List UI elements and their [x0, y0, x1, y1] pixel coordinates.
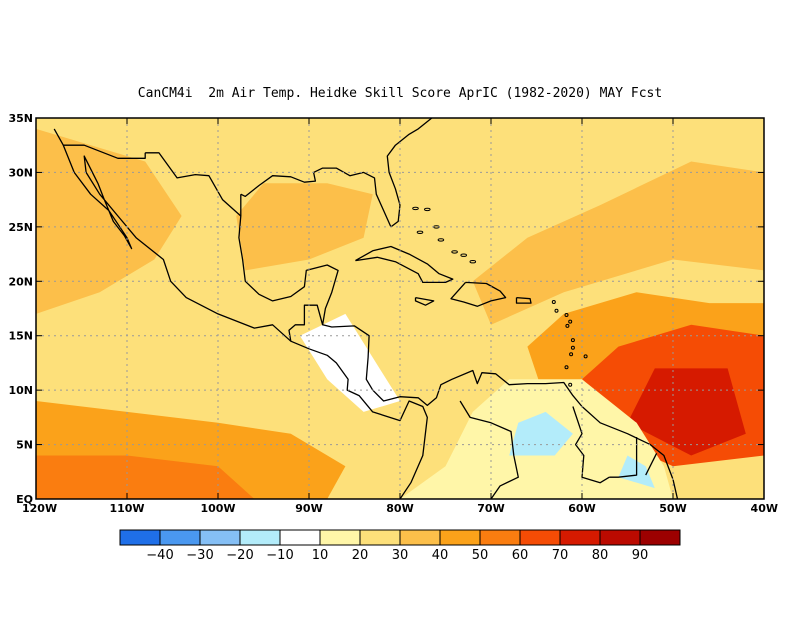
colorbar-swatch [479, 529, 521, 546]
venezuela-guyana-border [572, 406, 610, 484]
lon-label: 110W [109, 502, 144, 515]
bahamas-island-3 [451, 250, 458, 254]
lon-label: 60W [568, 502, 595, 515]
colorbar-label: 40 [432, 548, 449, 563]
lat-label: EQ [16, 493, 33, 506]
coastlines [53, 118, 679, 499]
island-1 [568, 319, 573, 324]
shade-venezuela [509, 411, 573, 456]
colorbar-swatch [359, 529, 401, 546]
colorbar-label: 60 [512, 548, 529, 563]
shade-mexico-pacific [36, 128, 182, 314]
island-10 [568, 382, 573, 387]
lat-label: 30N [8, 166, 33, 179]
jamaica [414, 296, 435, 306]
shade-central-america [299, 313, 400, 412]
shade-subtropical-atlantic [472, 161, 764, 325]
lon-label: 70W [477, 502, 504, 515]
colorbar-swatch [159, 529, 201, 546]
lon-label: 40W [751, 502, 778, 515]
colorbar-label: 20 [352, 548, 369, 563]
colorbar-label: 10 [312, 548, 329, 563]
cuba [355, 245, 454, 284]
lat-label: 20N [8, 275, 33, 288]
colorbar-label: 90 [632, 548, 649, 563]
colorbar-label: 50 [472, 548, 489, 563]
colorbar-label: −20 [226, 548, 253, 563]
bahamas-island-0 [416, 230, 424, 235]
colorbar-swatch [199, 529, 241, 546]
island-9 [551, 300, 556, 304]
pacific-coastline [53, 128, 428, 499]
colorbar-swatch [639, 529, 681, 546]
island-3 [570, 338, 575, 343]
lon-label: 90W [295, 502, 322, 515]
colorbar-swatch [519, 529, 561, 546]
island-5 [569, 352, 574, 357]
bahamas-island-2 [437, 238, 445, 242]
island-4 [570, 345, 575, 350]
bahamas-island-4 [460, 253, 468, 257]
colorbar-swatch [239, 529, 281, 546]
lat-label: 10N [8, 384, 33, 397]
lat-label: 35N [8, 112, 33, 125]
bahamas-island-7 [412, 206, 419, 211]
colorbar-label: −30 [186, 548, 213, 563]
lon-label: 80W [386, 502, 413, 515]
lon-label: 50W [659, 502, 686, 515]
colorbar-swatch [119, 529, 161, 546]
shade-gulf [236, 183, 373, 271]
us-mexico-border-west [63, 144, 146, 159]
guatemala-border [288, 304, 324, 342]
colorbar-swatch [279, 529, 321, 546]
colorbar-label: −10 [266, 548, 293, 563]
suriname-border [609, 437, 638, 478]
colorbar-swatch [439, 529, 481, 546]
colorbar-label: 70 [552, 548, 569, 563]
lat-label: 15N [8, 330, 33, 343]
island-6 [564, 365, 569, 370]
bahamas-island-5 [469, 260, 477, 264]
florida-east-coast [386, 118, 433, 228]
colorbar-label: −40 [146, 548, 173, 563]
colorbar: −40 −30 −20 −10 10 20 30 40 50 60 70 80 90 [119, 529, 681, 563]
guiana-border [645, 453, 658, 476]
skill-score-field [36, 118, 764, 499]
island-7 [583, 354, 588, 359]
colorbar-swatch [399, 529, 441, 546]
us-mexico-border [145, 152, 242, 217]
island-0 [565, 323, 570, 328]
gulf-north-coast [240, 167, 392, 228]
lat-label: 25N [8, 221, 33, 234]
caribbean-coastline [238, 194, 679, 499]
lon-label: 100W [200, 502, 235, 515]
bahamas-island-6 [424, 207, 431, 212]
grid-lines [36, 118, 764, 499]
shade-east-pacific-core [36, 455, 255, 499]
colorbar-swatch [559, 529, 601, 546]
lat-label: 5N [16, 439, 33, 452]
island-2 [564, 313, 569, 317]
island-8 [554, 308, 559, 313]
colorbar-label: 30 [392, 548, 409, 563]
colorbar-label: 80 [592, 548, 609, 563]
colombia-venezuela-border [459, 400, 519, 499]
shade-atlantic-peak [627, 368, 746, 456]
colorbar-swatch [599, 529, 641, 546]
colorbar-swatch [319, 529, 361, 546]
lon-label: 120W [22, 502, 57, 515]
puerto-rico [515, 296, 532, 304]
chart-title: CanCM4i 2m Air Temp. Heidke Skill Score … [137, 86, 663, 101]
